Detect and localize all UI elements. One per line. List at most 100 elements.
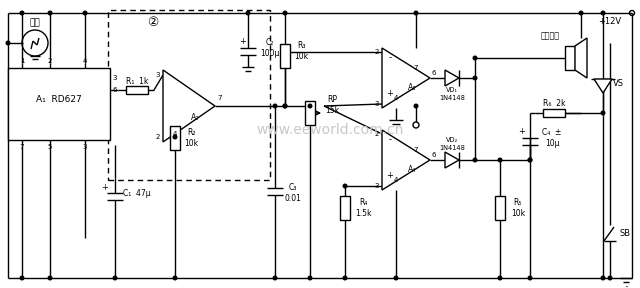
Circle shape <box>528 276 532 280</box>
Circle shape <box>473 56 477 60</box>
Circle shape <box>601 276 605 280</box>
Bar <box>495 196 505 220</box>
Text: +: + <box>387 90 394 98</box>
Text: 6: 6 <box>113 87 117 93</box>
Text: +12V: +12V <box>598 18 621 26</box>
Polygon shape <box>382 130 430 190</box>
Text: 4: 4 <box>83 58 87 64</box>
Text: 天线: 天线 <box>29 18 40 27</box>
Text: SB: SB <box>620 228 630 238</box>
Text: R₅
10k: R₅ 10k <box>511 198 525 218</box>
Circle shape <box>283 11 287 15</box>
Circle shape <box>308 276 312 280</box>
Circle shape <box>273 276 277 280</box>
Text: +: + <box>102 183 108 192</box>
Circle shape <box>48 11 52 15</box>
Bar <box>340 196 350 220</box>
Circle shape <box>343 276 347 280</box>
Circle shape <box>273 104 277 108</box>
Circle shape <box>113 276 117 280</box>
Circle shape <box>283 104 287 108</box>
Text: R₂
10k: R₂ 10k <box>184 128 198 148</box>
Text: C₁  47μ: C₁ 47μ <box>123 189 151 198</box>
Text: 2: 2 <box>375 49 379 55</box>
Text: C₂
100μ: C₂ 100μ <box>260 38 280 58</box>
Text: -: - <box>388 54 392 62</box>
Circle shape <box>343 184 347 188</box>
Text: +: + <box>387 171 394 181</box>
Polygon shape <box>445 152 459 168</box>
Circle shape <box>20 11 24 15</box>
Text: 2: 2 <box>48 58 52 64</box>
Circle shape <box>473 76 477 80</box>
Bar <box>305 101 315 125</box>
Text: ②: ② <box>147 16 159 29</box>
Text: R₃
10k: R₃ 10k <box>294 41 308 61</box>
Circle shape <box>414 104 418 108</box>
Bar <box>8 68 110 140</box>
Bar <box>280 44 290 68</box>
Circle shape <box>601 11 605 15</box>
Text: 2: 2 <box>156 134 160 140</box>
Text: A₄: A₄ <box>408 166 416 175</box>
Bar <box>565 46 575 70</box>
Text: 7: 7 <box>413 147 419 153</box>
Circle shape <box>6 41 10 45</box>
Circle shape <box>20 276 24 280</box>
Bar <box>543 109 565 117</box>
Text: 6: 6 <box>432 152 436 158</box>
Circle shape <box>394 276 398 280</box>
Circle shape <box>528 158 532 162</box>
Text: 4: 4 <box>394 177 398 183</box>
Circle shape <box>83 11 87 15</box>
Text: 3: 3 <box>113 75 117 81</box>
Text: VD₁
1N4148: VD₁ 1N4148 <box>439 88 465 101</box>
Text: +: + <box>518 126 525 135</box>
Circle shape <box>308 104 312 108</box>
Polygon shape <box>594 79 612 93</box>
Text: 4: 4 <box>173 131 177 137</box>
Polygon shape <box>445 70 459 86</box>
Text: 报警振鈴: 报警振鈴 <box>541 31 559 41</box>
Circle shape <box>608 276 612 280</box>
Bar <box>126 86 148 94</box>
Text: 6: 6 <box>432 70 436 76</box>
Text: -: - <box>388 135 392 145</box>
Text: R₄
1.5k: R₄ 1.5k <box>355 198 371 218</box>
Circle shape <box>498 276 502 280</box>
Circle shape <box>48 276 52 280</box>
Text: 3: 3 <box>375 101 380 107</box>
Circle shape <box>528 158 532 162</box>
Circle shape <box>579 11 583 15</box>
Circle shape <box>173 135 177 139</box>
Circle shape <box>473 158 477 162</box>
Polygon shape <box>575 38 587 78</box>
Circle shape <box>414 11 418 15</box>
Text: R₆  2k: R₆ 2k <box>543 98 565 107</box>
Text: 1: 1 <box>20 58 24 64</box>
Circle shape <box>601 111 605 115</box>
Text: VD₂
1N4148: VD₂ 1N4148 <box>439 137 465 151</box>
Circle shape <box>283 104 287 108</box>
Text: A₃: A₃ <box>408 84 416 92</box>
Text: 3: 3 <box>83 144 87 150</box>
Text: 4: 4 <box>394 95 398 101</box>
Text: 3: 3 <box>375 183 380 189</box>
Text: C₄  ±
10μ: C₄ ± 10μ <box>542 128 562 148</box>
Text: VS: VS <box>612 79 623 88</box>
Text: R₁  1k: R₁ 1k <box>126 77 148 86</box>
Text: RP
15k: RP 15k <box>325 95 339 115</box>
Text: +: + <box>239 37 246 46</box>
Text: www.eeworld.com.cn: www.eeworld.com.cn <box>256 123 404 137</box>
Text: A₁  RD627: A₁ RD627 <box>36 94 82 103</box>
Text: 5: 5 <box>48 144 52 150</box>
Text: C₃
0.01: C₃ 0.01 <box>285 183 301 203</box>
Text: A₂: A₂ <box>191 113 199 122</box>
Circle shape <box>173 276 177 280</box>
Bar <box>170 126 180 150</box>
Text: 2: 2 <box>375 131 379 137</box>
Circle shape <box>498 158 502 162</box>
Text: 7: 7 <box>20 144 24 150</box>
Text: 7: 7 <box>413 65 419 71</box>
Polygon shape <box>382 48 430 108</box>
